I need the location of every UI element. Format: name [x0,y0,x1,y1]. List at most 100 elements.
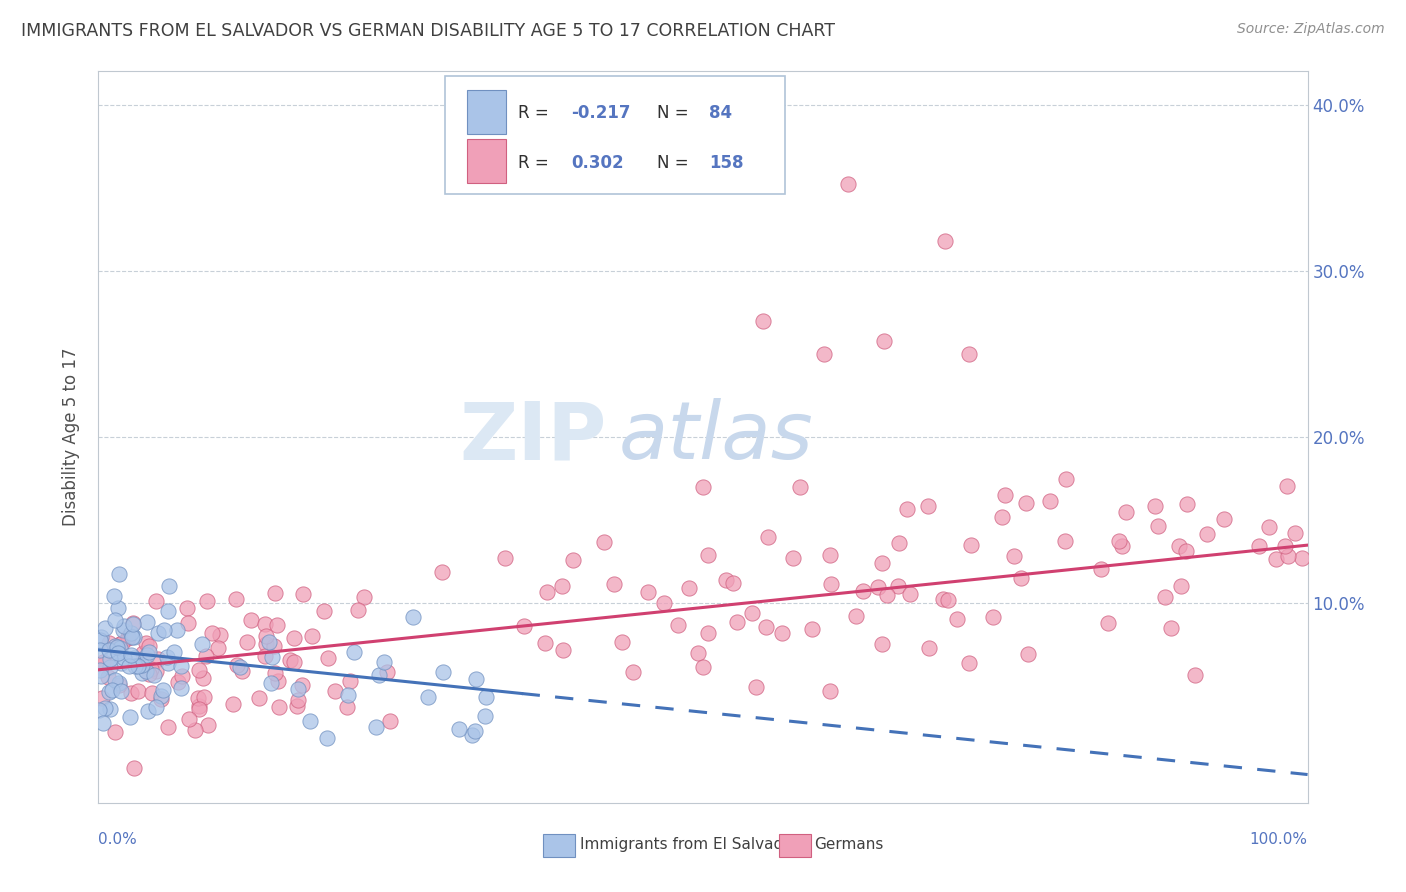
Point [1277,549,1299,564]
Point [931,592,953,607]
Point [262,649,284,664]
Point [170,659,193,673]
Point [1017,647,1039,661]
Point [253,649,276,664]
Point [90,669,112,683]
Point [1010,571,1032,585]
Point [139,661,162,675]
Point [1002,549,1025,564]
Text: IMMIGRANTS FROM EL SALVADOR VS GERMAN DISABILITY AGE 5 TO 17 CORRELATION CHART: IMMIGRANTS FROM EL SALVADOR VS GERMAN DI… [21,22,835,40]
Point [93,700,115,714]
Point [936,593,959,607]
Point [91,716,114,731]
Point [107,644,129,658]
Point [896,502,918,516]
Point [104,639,127,653]
Point [97,636,120,650]
Point [1146,518,1168,533]
Point [1108,533,1130,548]
Point [688,646,710,660]
Point [287,682,309,697]
Point [678,581,700,595]
Point [813,347,835,361]
Point [267,699,290,714]
Point [222,697,245,711]
Point [373,656,395,670]
Point [353,590,375,604]
Text: N =: N = [657,104,695,122]
Text: ZIP: ZIP [458,398,606,476]
Point [225,658,247,673]
Point [141,686,163,700]
Point [918,640,941,655]
Point [170,681,193,695]
Point [98,685,121,699]
Point [298,714,321,728]
Point [603,577,626,591]
Point [402,610,425,624]
Point [870,637,893,651]
Point [207,640,229,655]
Point [1213,511,1236,525]
Point [1160,622,1182,636]
Point [1170,579,1192,593]
Point [801,622,824,636]
Point [195,594,218,608]
Point [513,619,536,633]
Point [1249,539,1271,553]
Point [837,178,859,192]
Point [108,566,131,581]
Point [163,644,186,658]
Point [208,628,231,642]
Point [187,690,209,705]
Point [364,720,387,734]
Point [149,689,172,703]
Point [1274,539,1296,553]
Point [98,652,121,666]
Point [553,642,575,657]
Point [1277,479,1299,493]
Point [957,656,980,670]
Point [176,600,198,615]
Point [91,690,114,705]
Text: -0.217: -0.217 [571,104,631,122]
Point [105,640,128,654]
Point [195,649,218,664]
Point [1174,544,1197,558]
FancyBboxPatch shape [446,77,785,194]
Text: N =: N = [657,153,695,172]
Point [157,720,180,734]
Point [157,657,180,671]
Point [89,663,111,677]
Text: 84: 84 [709,104,733,122]
Point [1184,668,1206,682]
Point [464,672,486,686]
Point [120,709,142,723]
Point [887,579,910,593]
Point [117,659,139,673]
Point [100,682,122,697]
Point [339,674,361,689]
Point [97,670,120,684]
Point [852,584,875,599]
Point [981,610,1004,624]
Point [89,632,111,647]
Point [593,535,616,549]
Point [231,664,253,678]
Point [131,666,153,681]
Point [132,646,155,660]
Point [756,530,779,544]
Point [157,579,180,593]
Point [131,657,153,672]
Point [692,480,714,494]
Text: Immigrants from El Salvador: Immigrants from El Salvador [579,837,799,852]
Point [254,637,277,651]
Text: Germans: Germans [814,837,883,852]
Point [820,577,842,591]
Point [111,623,134,637]
Text: 158: 158 [709,153,744,172]
Point [191,671,214,685]
Point [112,619,135,633]
Point [551,579,574,593]
Point [533,636,555,650]
